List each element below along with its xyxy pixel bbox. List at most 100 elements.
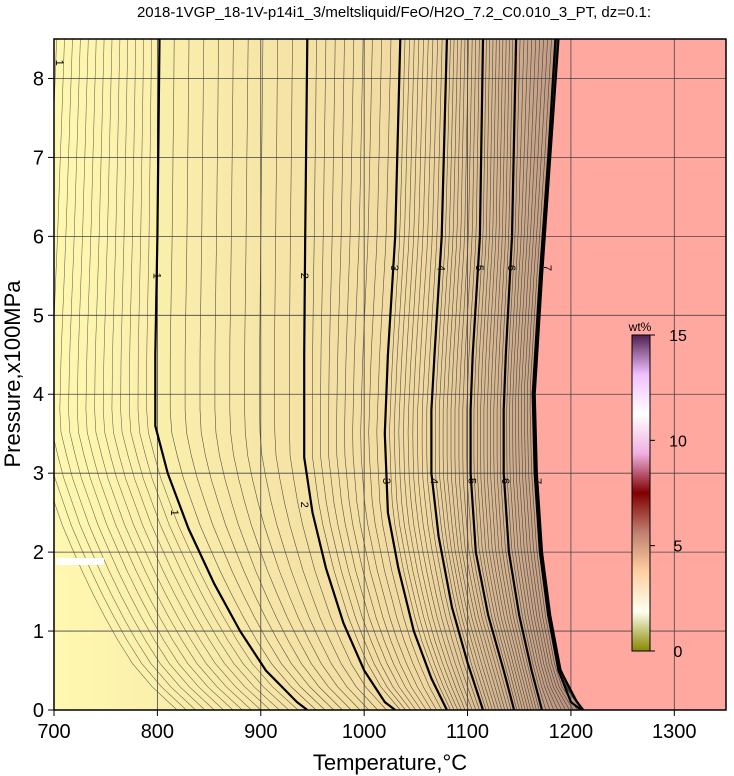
fine-contour <box>500 39 540 710</box>
fine-contour <box>85 39 234 710</box>
fine-contour <box>412 39 469 710</box>
plot-area: 1 1 1 2 2 3 3 4 4 5 5 6 6 7 7 <box>53 38 727 711</box>
white-gap-marker <box>56 558 104 565</box>
fine-contour <box>398 39 458 710</box>
plot-frame <box>53 38 727 711</box>
fine-contour <box>312 39 401 710</box>
fine-contour <box>120 39 271 710</box>
fine-contour <box>54 500 178 710</box>
x-tick-label: 1300 <box>652 721 697 743</box>
fine-contour <box>137 39 289 710</box>
contour-line-4 <box>430 39 485 710</box>
fine-contour <box>473 39 518 710</box>
fine-contour <box>352 39 427 710</box>
y-axis: 0 1 2 3 4 5 6 7 8 <box>33 68 54 722</box>
fine-contour <box>438 39 490 710</box>
fine-contour <box>289 39 387 710</box>
labeled-contours <box>154 39 585 710</box>
fine-contour <box>76 39 224 710</box>
fine-contour <box>526 39 574 710</box>
fine-contour <box>328 39 411 710</box>
colorbar-tick-label: 15 <box>669 328 687 345</box>
fine-contour <box>274 39 378 710</box>
y-tick-label: 2 <box>33 542 44 564</box>
contour-labels: 1 1 1 2 2 3 3 4 4 5 5 6 6 7 7 <box>53 60 553 516</box>
fine-contour <box>477 39 520 710</box>
colorbar-tick-label: 0 <box>674 644 683 661</box>
fine-contour <box>336 39 417 710</box>
fine-contour <box>111 39 261 710</box>
fine-contour <box>199 39 334 710</box>
contour-label: 1 <box>53 60 65 66</box>
fine-contour <box>59 39 206 710</box>
colorbar-gradient <box>631 334 651 652</box>
fine-contour <box>393 39 455 710</box>
contour-label: 3 <box>388 265 400 271</box>
contour-label: 7 <box>531 478 543 484</box>
y-tick-label: 3 <box>33 463 44 485</box>
contour-label: 7 <box>541 265 553 271</box>
colorbar: wt% 0 5 10 15 <box>628 320 687 661</box>
colorbar-tick-label: 5 <box>674 539 683 556</box>
x-tick-label: 800 <box>141 721 174 743</box>
fine-contour <box>360 39 432 710</box>
fine-contour <box>454 39 502 710</box>
fine-contour <box>458 39 506 710</box>
fine-contour <box>403 39 462 710</box>
contour-line-6 <box>502 39 544 710</box>
y-tick-label: 4 <box>33 384 44 406</box>
x-tick-label: 1100 <box>446 721 489 743</box>
fine-contour <box>529 39 578 710</box>
fine-contour <box>244 39 361 710</box>
x-axis: 700 800 900 1000 1100 1200 1300 <box>37 710 697 743</box>
fine-contour <box>426 39 480 710</box>
contour-label: 4 <box>427 478 439 484</box>
contour-label: 3 <box>380 478 392 484</box>
colorbar-tick-label: 10 <box>669 433 687 450</box>
fine-contour <box>184 39 326 710</box>
fine-contour <box>54 39 196 710</box>
fine-contour <box>421 39 477 710</box>
contour-line-2 <box>303 39 396 710</box>
contour-label: 2 <box>298 502 310 508</box>
x-axis-title: Temperature,°C <box>313 750 467 775</box>
fine-contour <box>512 39 555 710</box>
contour-label: 2 <box>298 273 310 279</box>
fine-contour <box>486 39 529 710</box>
fine-contour <box>442 39 493 710</box>
fine-contour <box>466 39 512 710</box>
contour-line-7 <box>531 39 582 710</box>
fine-contour <box>520 39 566 710</box>
fine-contour <box>483 39 526 710</box>
y-tick-label: 5 <box>33 305 44 327</box>
fine-contour <box>68 39 215 710</box>
fine-contour <box>515 39 558 710</box>
colorbar-ticks: 0 5 10 15 <box>650 328 687 661</box>
fine-contour <box>462 39 509 710</box>
y-tick-label: 7 <box>33 147 44 169</box>
fine-contour <box>259 39 370 710</box>
fine-contour <box>319 39 406 710</box>
fine-contour <box>523 39 570 710</box>
fine-contour <box>496 39 537 710</box>
contour-label: 4 <box>435 265 447 271</box>
fine-contour <box>344 39 422 710</box>
no-melt-region <box>534 39 726 710</box>
x-tick-label: 1200 <box>549 721 594 743</box>
y-tick-label: 8 <box>33 68 44 90</box>
fine-contour <box>129 39 280 710</box>
x-tick-label: 700 <box>37 721 70 743</box>
fine-contour <box>54 39 187 710</box>
fine-contour <box>518 39 562 710</box>
solidus-boundary-line <box>533 39 585 710</box>
fine-contour <box>389 39 451 710</box>
x-tick-label: 900 <box>244 721 277 743</box>
fine-contour <box>94 39 243 710</box>
fine-contour <box>490 39 532 710</box>
contour-label: 5 <box>473 265 485 271</box>
contour-label: 6 <box>505 265 517 271</box>
fine-contour <box>214 39 343 710</box>
chart-title: 2018-1VGP_18-1V-p14i1_3/meltsliquid/FeO/… <box>137 4 651 21</box>
fine-contour <box>417 39 473 710</box>
